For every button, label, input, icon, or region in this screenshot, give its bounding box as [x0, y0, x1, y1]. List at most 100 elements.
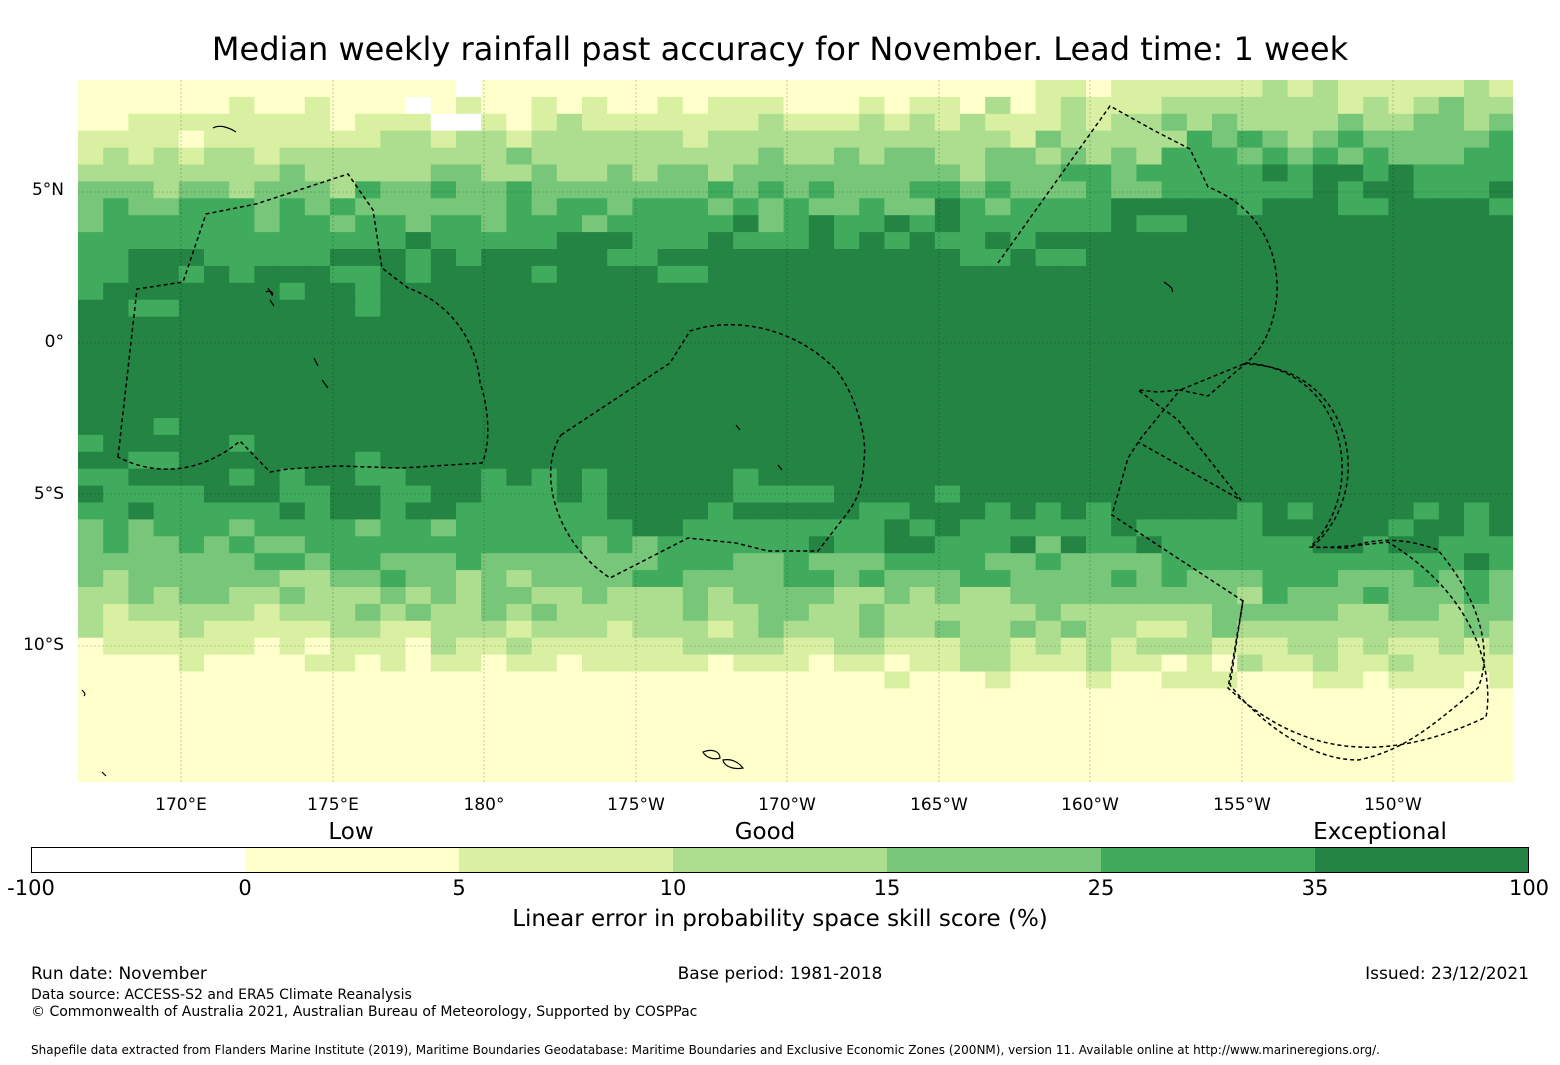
skill-cell — [960, 468, 986, 487]
skill-cell — [103, 502, 129, 520]
skill-cell — [682, 485, 709, 504]
skill-cell — [582, 739, 608, 757]
eez-cook-islands — [1229, 363, 1485, 761]
skill-cell — [733, 401, 759, 419]
skill-cell — [1489, 418, 1513, 436]
skill-cell — [657, 232, 684, 250]
skill-cell — [204, 620, 230, 639]
skill-cell — [229, 181, 255, 199]
skill-cell — [657, 553, 684, 571]
skill-cell — [103, 705, 129, 723]
skill-cell — [1464, 536, 1490, 554]
skill-cell — [1111, 316, 1137, 335]
skill-cell — [128, 147, 155, 166]
skill-cell — [506, 705, 533, 723]
skill-cell — [783, 570, 810, 588]
skill-cell — [834, 316, 860, 335]
skill-cell — [1287, 502, 1314, 520]
skill-cell — [632, 637, 659, 656]
skill-cell — [1086, 519, 1112, 537]
skill-cell — [1464, 485, 1490, 504]
skill-cell — [808, 164, 835, 182]
skill-cell — [1035, 451, 1062, 470]
skill-cell — [834, 333, 860, 351]
skill-cell — [682, 401, 709, 419]
skill-cell — [556, 434, 583, 453]
skill-cell — [1060, 333, 1087, 351]
skill-cell — [985, 164, 1011, 182]
skill-cell — [1161, 198, 1188, 216]
skill-cell — [985, 215, 1011, 233]
skill-cell — [657, 434, 684, 453]
skill-cell — [1161, 434, 1188, 453]
skill-cell — [1010, 603, 1037, 622]
skill-cell — [330, 705, 356, 723]
skill-cell — [1010, 282, 1037, 301]
skill-cell — [960, 739, 986, 757]
skill-cell — [355, 620, 381, 639]
skill-cell — [128, 722, 155, 740]
skill-cell — [153, 130, 180, 149]
skill-cell — [1388, 756, 1415, 774]
skill-cell — [1136, 401, 1163, 419]
skill-cell — [985, 519, 1011, 537]
skill-cell — [1363, 384, 1389, 402]
skill-cell — [153, 739, 180, 757]
skill-cell — [1312, 451, 1339, 470]
skill-cell — [78, 80, 104, 98]
skill-cell — [834, 485, 860, 504]
skill-cell — [128, 181, 155, 199]
skill-cell — [1186, 232, 1213, 250]
skill-cell — [1438, 113, 1465, 132]
skill-cell — [380, 705, 407, 723]
skill-cell — [934, 265, 961, 284]
skill-cell — [430, 637, 457, 656]
skill-cell — [934, 502, 961, 520]
skill-cell — [153, 722, 180, 740]
skill-cell — [758, 265, 785, 284]
skill-cell — [1086, 671, 1112, 689]
skill-cell — [481, 215, 507, 233]
skill-cell — [1186, 587, 1213, 605]
skill-cell — [960, 265, 986, 284]
skill-cell — [531, 739, 558, 757]
skill-cell — [708, 654, 734, 673]
skill-cell — [909, 772, 936, 782]
skill-cell — [556, 502, 583, 520]
skill-cell — [1388, 502, 1415, 520]
skill-cell — [430, 536, 457, 554]
skill-cell — [1161, 316, 1188, 335]
skill-cell — [960, 654, 986, 673]
skill-cell — [859, 333, 885, 351]
skill-cell — [128, 434, 155, 453]
run-date: Run date: November — [31, 964, 207, 984]
skill-cell — [531, 536, 558, 554]
skill-cell — [430, 181, 457, 199]
skill-cell — [1237, 367, 1263, 385]
skill-cell — [456, 654, 482, 673]
skill-cell — [380, 654, 407, 673]
skill-cell — [632, 553, 659, 571]
skill-cell — [1363, 553, 1389, 571]
skill-cell — [78, 96, 104, 115]
skill-cell — [682, 603, 709, 622]
skill-cell — [279, 739, 306, 757]
skill-cell — [808, 181, 835, 199]
skill-cell — [304, 620, 331, 639]
skill-cell — [1438, 434, 1465, 453]
skill-cell — [254, 485, 281, 504]
skill-cell — [808, 671, 835, 689]
skill-cell — [934, 130, 961, 149]
skill-cell — [960, 316, 986, 335]
skill-cell — [1287, 401, 1314, 419]
skill-cell — [1212, 198, 1238, 216]
skill-cell — [783, 299, 810, 318]
skill-cell — [783, 282, 810, 301]
skill-cell — [783, 384, 810, 402]
skill-cell — [506, 113, 533, 132]
skill-cell — [254, 418, 281, 436]
skill-cell — [859, 96, 885, 115]
skill-cell — [1464, 772, 1490, 782]
skill-cell — [103, 451, 129, 470]
skill-cell — [960, 722, 986, 740]
